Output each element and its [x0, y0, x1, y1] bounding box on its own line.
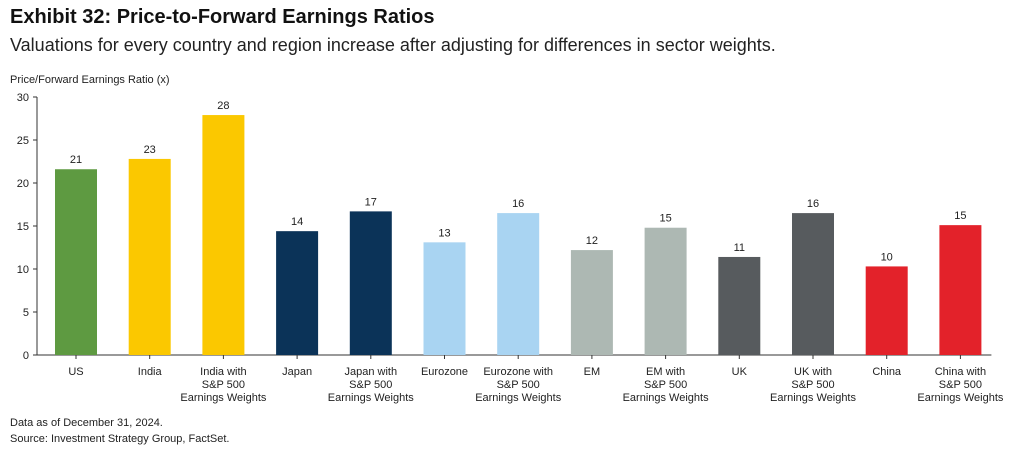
bar-value-label: 12: [586, 235, 598, 247]
bar-value-label: 16: [512, 198, 524, 210]
bar: [497, 213, 540, 355]
bar: [865, 266, 908, 355]
x-category-label: UK with S&P 500 Earnings Weights: [770, 366, 857, 404]
bar-value-label: 23: [144, 144, 156, 156]
y-axis-label: Price/Forward Earnings Ratio (x): [10, 74, 170, 86]
bar: [792, 213, 834, 355]
bar: [423, 242, 466, 355]
x-category-label: India with S&P 500 Earnings Weights: [180, 366, 267, 404]
chart-title: Exhibit 32: Price-to-Forward Earnings Ra…: [10, 6, 435, 28]
x-category-label: EM: [584, 366, 601, 378]
bar: [128, 158, 171, 355]
x-category-label: India: [138, 366, 163, 378]
bar: [939, 225, 982, 355]
y-tick-label: 20: [17, 178, 29, 190]
x-category-label: EM with S&P 500 Earnings Weights: [623, 366, 710, 404]
y-tick-label: 30: [17, 92, 29, 104]
x-category-label: Japan: [282, 366, 312, 378]
y-tick-label: 15: [17, 221, 29, 233]
bar-value-label: 11: [734, 242, 745, 254]
x-category-label: UK: [732, 366, 748, 378]
y-tick-label: 0: [23, 350, 29, 362]
bar-value-label: 15: [659, 213, 671, 225]
y-tick-label: 5: [23, 307, 29, 319]
bar: [55, 169, 97, 355]
x-category-label: China with S&P 500 Earnings Weights: [917, 366, 1004, 404]
bar-value-label: 17: [365, 196, 377, 208]
bar: [276, 231, 319, 355]
bar-value-label: 15: [954, 210, 966, 222]
bar: [349, 211, 392, 355]
bar-value-label: 28: [217, 100, 229, 112]
x-category-label: China: [872, 366, 902, 378]
chart-subtitle: Valuations for every country and region …: [10, 35, 776, 55]
bar: [644, 227, 687, 355]
x-category-label: Eurozone: [421, 366, 468, 378]
y-tick-label: 25: [17, 135, 29, 147]
bar-value-label: 10: [881, 251, 893, 263]
bar-value-label: 14: [291, 216, 303, 228]
bar: [202, 115, 245, 355]
data-date-note: Data as of December 31, 2024.: [10, 417, 163, 429]
x-category-label: Japan with S&P 500 Earnings Weights: [328, 366, 415, 404]
y-tick-label: 10: [17, 264, 29, 276]
x-category-label: Eurozone with S&P 500 Earnings Weights: [475, 366, 562, 404]
x-category-label: US: [68, 366, 83, 378]
source-note: Source: Investment Strategy Group, FactS…: [10, 433, 230, 445]
bar: [718, 256, 761, 355]
bar-value-label: 13: [438, 227, 450, 239]
bar-value-label: 21: [70, 154, 82, 166]
bar: [570, 250, 613, 355]
bar-value-label: 16: [807, 198, 819, 210]
